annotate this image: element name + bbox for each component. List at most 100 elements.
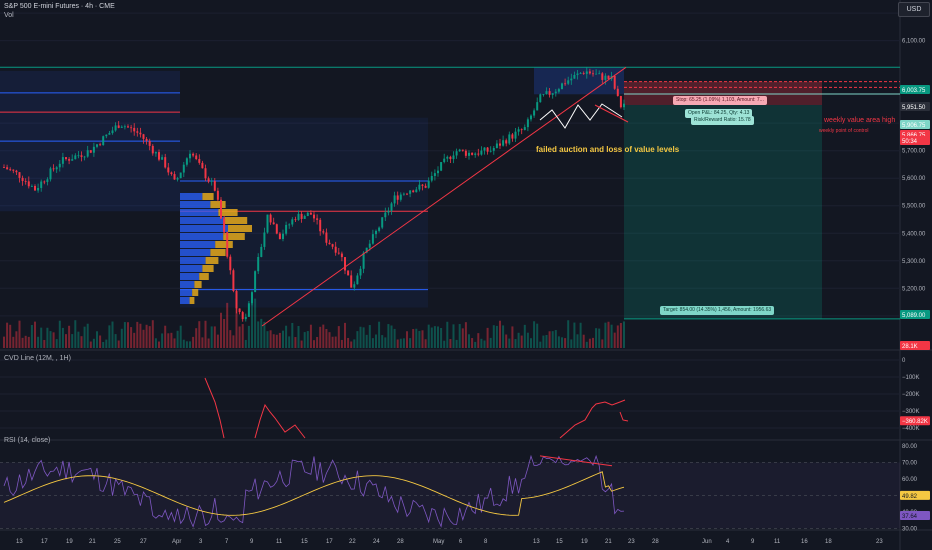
volume-profile-bar: [180, 249, 211, 256]
candle-body: [294, 219, 297, 221]
volume-bar: [61, 327, 64, 348]
volume-bar: [499, 320, 501, 348]
risk-reward-label[interactable]: Risk/Reward Ratio: 15.78: [691, 116, 754, 125]
candle-body: [136, 131, 139, 133]
volume-bar: [508, 338, 511, 348]
volume-bar: [108, 325, 111, 348]
rsi-tick-label: 30.00: [902, 527, 918, 533]
volume-bar: [182, 339, 185, 348]
stop-label[interactable]: Stop: 65.25 (1.09%) 1,103, Amount: 7...: [673, 96, 767, 105]
open-pnl-label[interactable]: Open P&L: 84.25, Qty: 4.13: [685, 109, 753, 118]
volume-bar: [595, 328, 598, 348]
volume-bar: [375, 334, 377, 348]
target-label[interactable]: Target: 854.00 (14.35%) 1,456, Amount: 1…: [660, 306, 775, 315]
time-tick-label: May: [433, 539, 444, 545]
time-tick-label: 25: [114, 539, 121, 545]
volume-bar: [433, 326, 436, 348]
candle-body: [468, 152, 470, 156]
volume-bar: [241, 324, 244, 348]
price-badge-label: 50:34: [902, 139, 918, 145]
volume-bar: [406, 331, 408, 348]
rsi-badge-label: 49.82: [902, 494, 918, 500]
candle-body: [232, 270, 235, 292]
volume-bar: [77, 331, 80, 348]
price-badge: [900, 85, 930, 94]
volume-bar: [123, 322, 126, 348]
candle-body: [526, 119, 529, 128]
volume-bar: [232, 335, 235, 348]
candle-body: [533, 110, 536, 116]
volume-profile-bar: [180, 281, 195, 288]
candle-body: [452, 155, 455, 160]
volume-bar: [347, 337, 350, 348]
symbol-title[interactable]: S&P 500 E-mini Futures · 4h · CME: [4, 3, 115, 10]
cvd-line: [204, 377, 225, 439]
volume-bar: [275, 334, 278, 348]
volume-bar: [340, 339, 343, 348]
candle-body: [399, 194, 402, 200]
candle-body: [105, 134, 108, 137]
time-tick-label: 27: [140, 539, 147, 545]
volume-bar: [359, 326, 362, 348]
failed-auction-annotation: failed auction and loss of value levels: [536, 145, 680, 154]
candle-body: [189, 153, 191, 159]
time-tick-label: 19: [581, 539, 588, 545]
candle-body: [71, 159, 74, 161]
volume-bar: [269, 330, 272, 348]
volume-bar: [536, 323, 539, 348]
price-tick-label: 5,600.00: [902, 176, 926, 182]
time-tick-label: 3: [199, 539, 203, 545]
volume-bar: [331, 336, 334, 348]
cvd-line: [559, 399, 626, 439]
time-tick-label: 8: [484, 539, 488, 545]
candle-body: [285, 224, 288, 234]
cvd-indicator-title[interactable]: CVD Line (12M, , 1H): [4, 355, 71, 362]
candle-body: [347, 270, 350, 276]
candle-body: [340, 253, 343, 258]
candle-body: [368, 243, 371, 248]
candle-body: [412, 190, 415, 193]
volume-bar: [12, 336, 15, 348]
volume-bar: [371, 338, 374, 348]
volume-bar: [238, 326, 241, 348]
candle-body: [247, 303, 250, 317]
volume-profile-bar: [180, 265, 203, 272]
candle-body: [319, 219, 322, 232]
volume-profile-bar: [215, 241, 233, 248]
candle-body: [167, 167, 170, 173]
candle-body: [477, 153, 480, 155]
volume-bar: [288, 336, 291, 348]
volume-bar: [18, 320, 21, 348]
candle-body: [49, 168, 52, 180]
volume-bar: [365, 334, 368, 348]
volume-bar: [533, 321, 536, 348]
volume-bar: [526, 332, 529, 348]
value-area-box-top: [534, 67, 624, 95]
candle-body: [30, 185, 33, 187]
volume-bar: [3, 336, 5, 348]
volume-bar: [216, 334, 219, 348]
candle-body: [269, 214, 272, 223]
cvd-badge: [900, 416, 930, 426]
volume-bar: [55, 339, 58, 348]
volume-bar: [592, 337, 594, 348]
candle-body: [607, 75, 610, 79]
price-badge-label: 5,951.50: [902, 105, 926, 111]
candle-body: [108, 133, 111, 135]
volume-bar: [554, 330, 557, 348]
candle-body: [176, 178, 179, 180]
cvd-line: [254, 403, 306, 439]
volume-bar: [285, 325, 288, 348]
volume-bar: [461, 328, 464, 348]
candle-body: [238, 308, 241, 313]
candle-body: [530, 115, 532, 120]
volume-bar: [316, 336, 319, 348]
candle-body: [365, 247, 368, 253]
currency-button[interactable]: USD: [898, 2, 930, 17]
candle-body: [83, 156, 86, 158]
rsi-indicator-title[interactable]: RSI (14, close): [4, 437, 51, 444]
volume-bar: [158, 341, 160, 348]
rsi-badge-label: 37.64: [902, 514, 918, 520]
volume-bar: [80, 336, 83, 348]
